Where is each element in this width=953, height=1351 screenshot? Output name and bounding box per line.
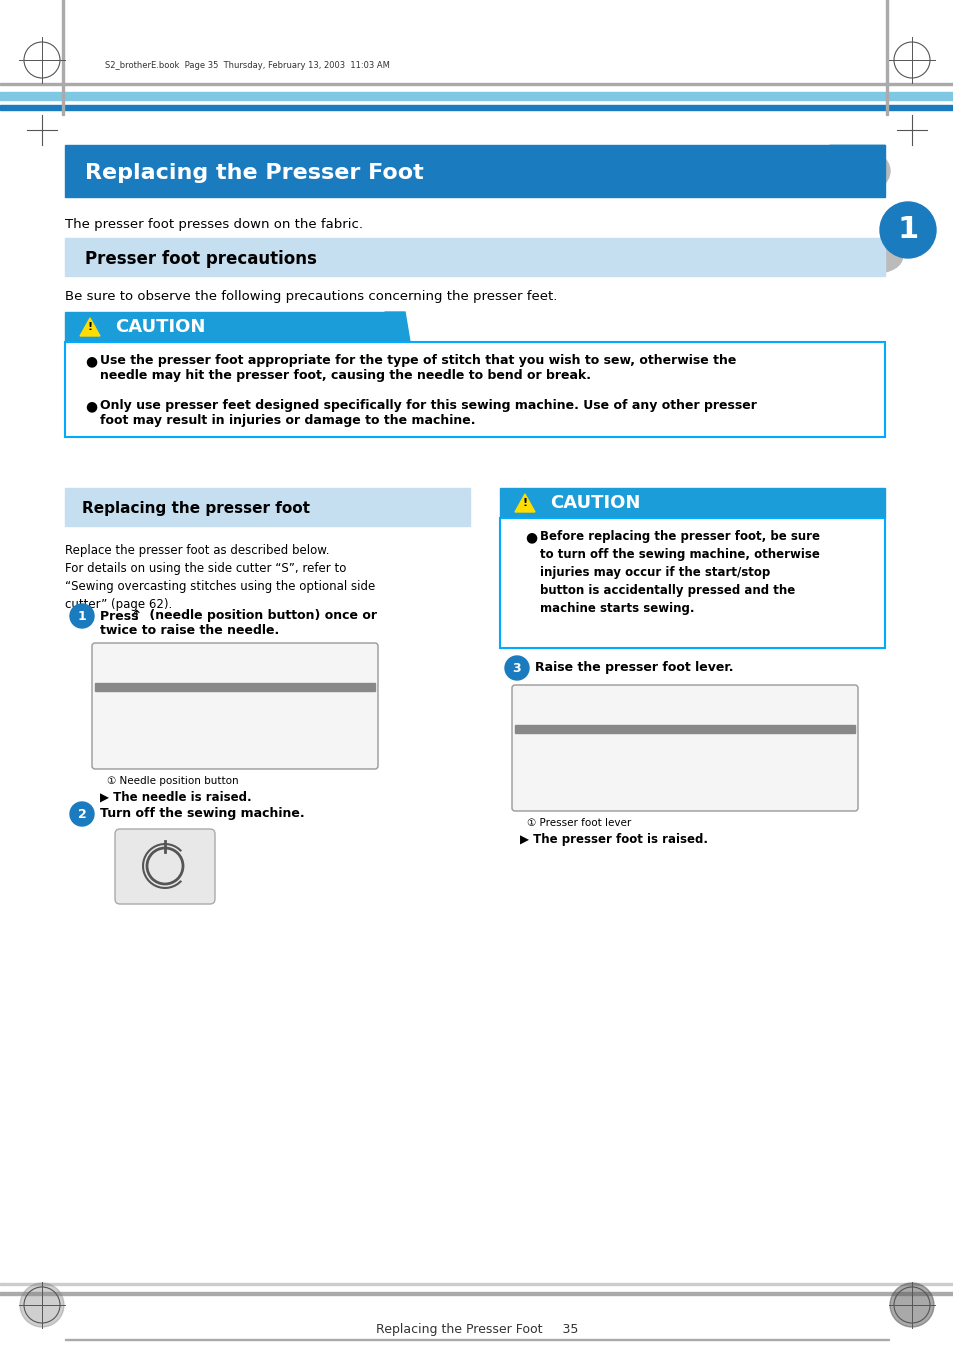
Circle shape: [504, 657, 529, 680]
Text: Be sure to observe the following precautions concerning the presser feet.: Be sure to observe the following precaut…: [65, 290, 557, 303]
Text: twice to raise the needle.: twice to raise the needle.: [100, 624, 279, 636]
Bar: [62, 0, 64, 115]
FancyBboxPatch shape: [91, 643, 377, 769]
Text: Raise the presser foot lever.: Raise the presser foot lever.: [535, 662, 733, 674]
FancyBboxPatch shape: [499, 517, 884, 648]
FancyBboxPatch shape: [115, 830, 214, 904]
Text: ① Needle position button: ① Needle position button: [107, 775, 238, 786]
Bar: [0, 82, 953, 85]
Text: Replacing the Presser Foot: Replacing the Presser Foot: [85, 163, 423, 182]
Text: 2: 2: [77, 808, 87, 820]
Bar: [65, 488, 470, 526]
Text: ▶ The needle is raised.: ▶ The needle is raised.: [100, 790, 252, 804]
Ellipse shape: [846, 240, 902, 273]
Circle shape: [879, 203, 935, 258]
Text: Before replacing the presser foot, be sure
to turn off the sewing machine, other: Before replacing the presser foot, be su…: [539, 530, 820, 615]
Text: CAUTION: CAUTION: [115, 317, 205, 336]
Bar: [885, 0, 887, 115]
Polygon shape: [515, 494, 535, 512]
Circle shape: [70, 802, 94, 825]
Bar: [0, 105, 953, 109]
Text: CAUTION: CAUTION: [550, 494, 639, 512]
Bar: [515, 725, 854, 734]
Text: Replacing the presser foot: Replacing the presser foot: [82, 501, 310, 516]
Ellipse shape: [829, 149, 889, 193]
Text: The presser foot presses down on the fabric.: The presser foot presses down on the fab…: [65, 218, 363, 231]
FancyBboxPatch shape: [65, 342, 884, 436]
Text: Presser foot precautions: Presser foot precautions: [85, 250, 316, 267]
Bar: [65, 238, 884, 276]
Text: ① Presser foot lever: ① Presser foot lever: [526, 817, 631, 828]
Bar: [65, 145, 884, 197]
Ellipse shape: [415, 490, 464, 523]
Text: (needle position button) once or: (needle position button) once or: [145, 609, 376, 623]
Text: 1: 1: [77, 609, 87, 623]
Bar: [0, 1283, 953, 1285]
Text: ●: ●: [85, 354, 97, 367]
Circle shape: [70, 604, 94, 628]
Polygon shape: [385, 312, 410, 342]
FancyBboxPatch shape: [512, 685, 857, 811]
Text: 3: 3: [512, 662, 520, 674]
Text: 1: 1: [897, 216, 918, 245]
Text: ▶ The presser foot is raised.: ▶ The presser foot is raised.: [519, 834, 707, 846]
Polygon shape: [80, 317, 100, 336]
Text: ●: ●: [85, 399, 97, 413]
Text: Use the presser foot appropriate for the type of stitch that you wish to sew, ot: Use the presser foot appropriate for the…: [100, 354, 736, 382]
Circle shape: [889, 1283, 933, 1327]
Bar: [65, 312, 385, 342]
Text: S2_brotherE.book  Page 35  Thursday, February 13, 2003  11:03 AM: S2_brotherE.book Page 35 Thursday, Febru…: [105, 61, 390, 69]
Text: ↑: ↑: [130, 609, 141, 623]
Text: !: !: [522, 499, 527, 508]
Bar: [499, 488, 884, 517]
Bar: [95, 684, 375, 690]
Text: Replacing the Presser Foot     35: Replacing the Presser Foot 35: [375, 1324, 578, 1336]
Text: Press: Press: [100, 609, 143, 623]
Text: Only use presser feet designed specifically for this sewing machine. Use of any : Only use presser feet designed specifica…: [100, 399, 756, 427]
FancyBboxPatch shape: [829, 145, 884, 197]
Text: Turn off the sewing machine.: Turn off the sewing machine.: [100, 808, 304, 820]
Circle shape: [20, 1283, 64, 1327]
Text: !: !: [88, 322, 92, 332]
Text: ●: ●: [524, 530, 537, 544]
Text: Replace the presser foot as described below.
For details on using the side cutte: Replace the presser foot as described be…: [65, 544, 375, 611]
Bar: [0, 92, 953, 100]
Bar: [0, 1292, 953, 1296]
